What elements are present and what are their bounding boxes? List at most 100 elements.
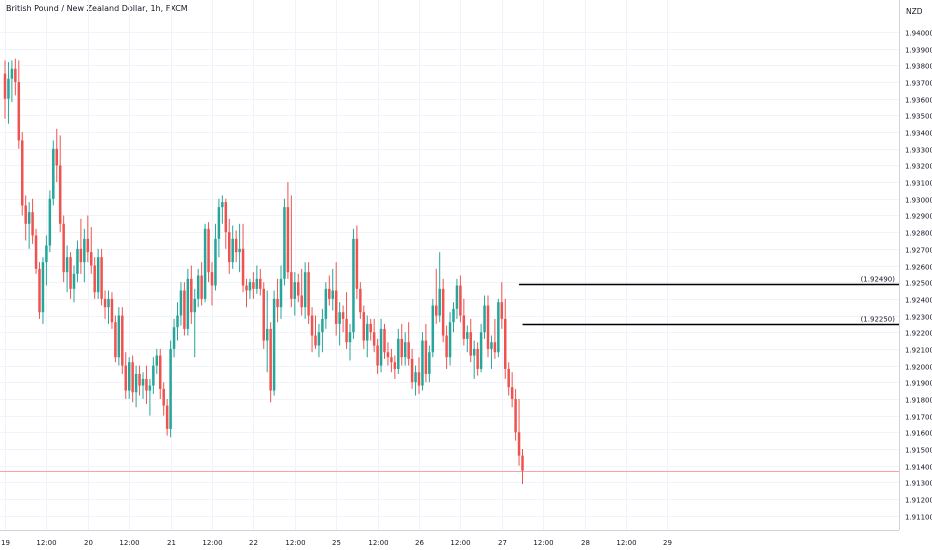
candle-body [93, 265, 96, 293]
candle-body [493, 342, 497, 353]
candle-body [310, 315, 314, 336]
candle-body [107, 298, 110, 308]
candle-body [479, 332, 483, 369]
price-tick-label: 1.92300 [905, 314, 932, 322]
candle-body [279, 278, 283, 308]
candle-body [500, 302, 504, 319]
candle-body [334, 290, 338, 324]
time-tick-label: 12:00 [533, 539, 553, 547]
chart-title: British Pound / New Zealand Dollar, 1h, … [6, 4, 188, 13]
candle-body [159, 355, 162, 389]
candle-body [110, 298, 114, 323]
candle-body [276, 298, 279, 308]
price-tick-label: 1.91500 [905, 447, 932, 455]
candle-body [341, 312, 345, 319]
candle-body [55, 148, 58, 166]
candle-body [379, 328, 383, 366]
candle-body [10, 68, 14, 79]
candle-body [445, 335, 448, 358]
price-tick-label: 1.92400 [905, 297, 932, 305]
candle-body [127, 362, 131, 391]
candle-body [241, 248, 245, 286]
price-tick-label: 1.93300 [905, 147, 932, 155]
price-tick-label: 1.91700 [905, 414, 932, 422]
price-tick-label: 1.93000 [905, 197, 932, 205]
candle-body [259, 278, 262, 289]
price-tick-label: 1.93600 [905, 97, 932, 105]
price-tick-label: 1.91300 [905, 480, 932, 488]
candle-body [234, 238, 238, 253]
candle-body [400, 338, 403, 358]
candle-body [441, 288, 445, 336]
time-tick-label: 21 [167, 539, 176, 547]
candle-body [286, 207, 290, 273]
price-tick-label: 1.91600 [905, 430, 932, 438]
candle-body [162, 388, 165, 406]
horizontal-levels[interactable]: (1.92490) (1.92250) [519, 276, 899, 326]
candle-body [307, 272, 310, 316]
candle-body [521, 455, 524, 471]
candle-body [52, 148, 55, 199]
price-tick-label: 1.91200 [905, 497, 932, 505]
candle-body [172, 327, 176, 349]
candle-body [262, 288, 265, 341]
candle-body [103, 298, 107, 308]
candle-body [193, 298, 196, 313]
candle-body [431, 305, 435, 353]
candle-body [79, 248, 83, 263]
candle-body [414, 372, 417, 383]
candle-body [7, 78, 10, 99]
price-tick-label: 1.92100 [905, 347, 932, 355]
price-tick-label: 1.92500 [905, 280, 932, 288]
candle-body [62, 223, 65, 273]
candle-body [476, 348, 479, 369]
candle-body [228, 232, 231, 263]
candle-body [238, 248, 241, 253]
candle-body [352, 238, 355, 333]
candle-body [14, 68, 17, 83]
candle-body [303, 272, 307, 308]
candle-body [324, 288, 328, 319]
candle-body [393, 362, 397, 369]
candle-body [24, 205, 27, 224]
candle-body [490, 342, 493, 349]
candle-body [331, 290, 334, 299]
candle-body [369, 323, 372, 333]
level-label: (1.92490) [861, 276, 896, 284]
candle-body [86, 238, 90, 253]
candle-body [462, 315, 466, 339]
time-tick-label: 22 [249, 539, 258, 547]
candle-body [272, 298, 276, 391]
candle-body [165, 405, 169, 429]
candle-body [176, 315, 179, 328]
candle-body [179, 290, 183, 316]
time-axis[interactable]: 19 12:00 20 12:00 21 12:00 22 12:00 25 12:00 26 12:… [1, 539, 672, 547]
candle-body [138, 373, 141, 386]
level-label: (1.92250) [861, 316, 896, 324]
candle-body [386, 352, 390, 358]
candle-body [497, 302, 500, 353]
candle-body [117, 315, 121, 358]
candle-body [76, 248, 79, 274]
candle-body [435, 305, 438, 316]
candle-body [428, 352, 431, 374]
candle-body [245, 285, 248, 291]
candle-body [3, 73, 7, 99]
price-tick-label: 1.91400 [905, 464, 932, 472]
candle-body [183, 290, 186, 329]
candle-body [403, 342, 407, 358]
candle-body [83, 238, 86, 263]
candle-body [269, 328, 272, 391]
candle-body [397, 338, 400, 369]
candle-body [265, 328, 269, 341]
candle-body [96, 257, 100, 293]
time-tick-label: 19 [1, 539, 10, 547]
time-tick-label: 12:00 [450, 539, 470, 547]
candle-body [169, 348, 172, 429]
candle-body [27, 212, 31, 224]
candle-body [348, 332, 352, 343]
candle-body [438, 288, 441, 316]
price-axis[interactable]: 1.91100 1.91200 1.91300 1.91400 1.91500 1.916… [905, 30, 932, 522]
candle-body [345, 318, 348, 343]
